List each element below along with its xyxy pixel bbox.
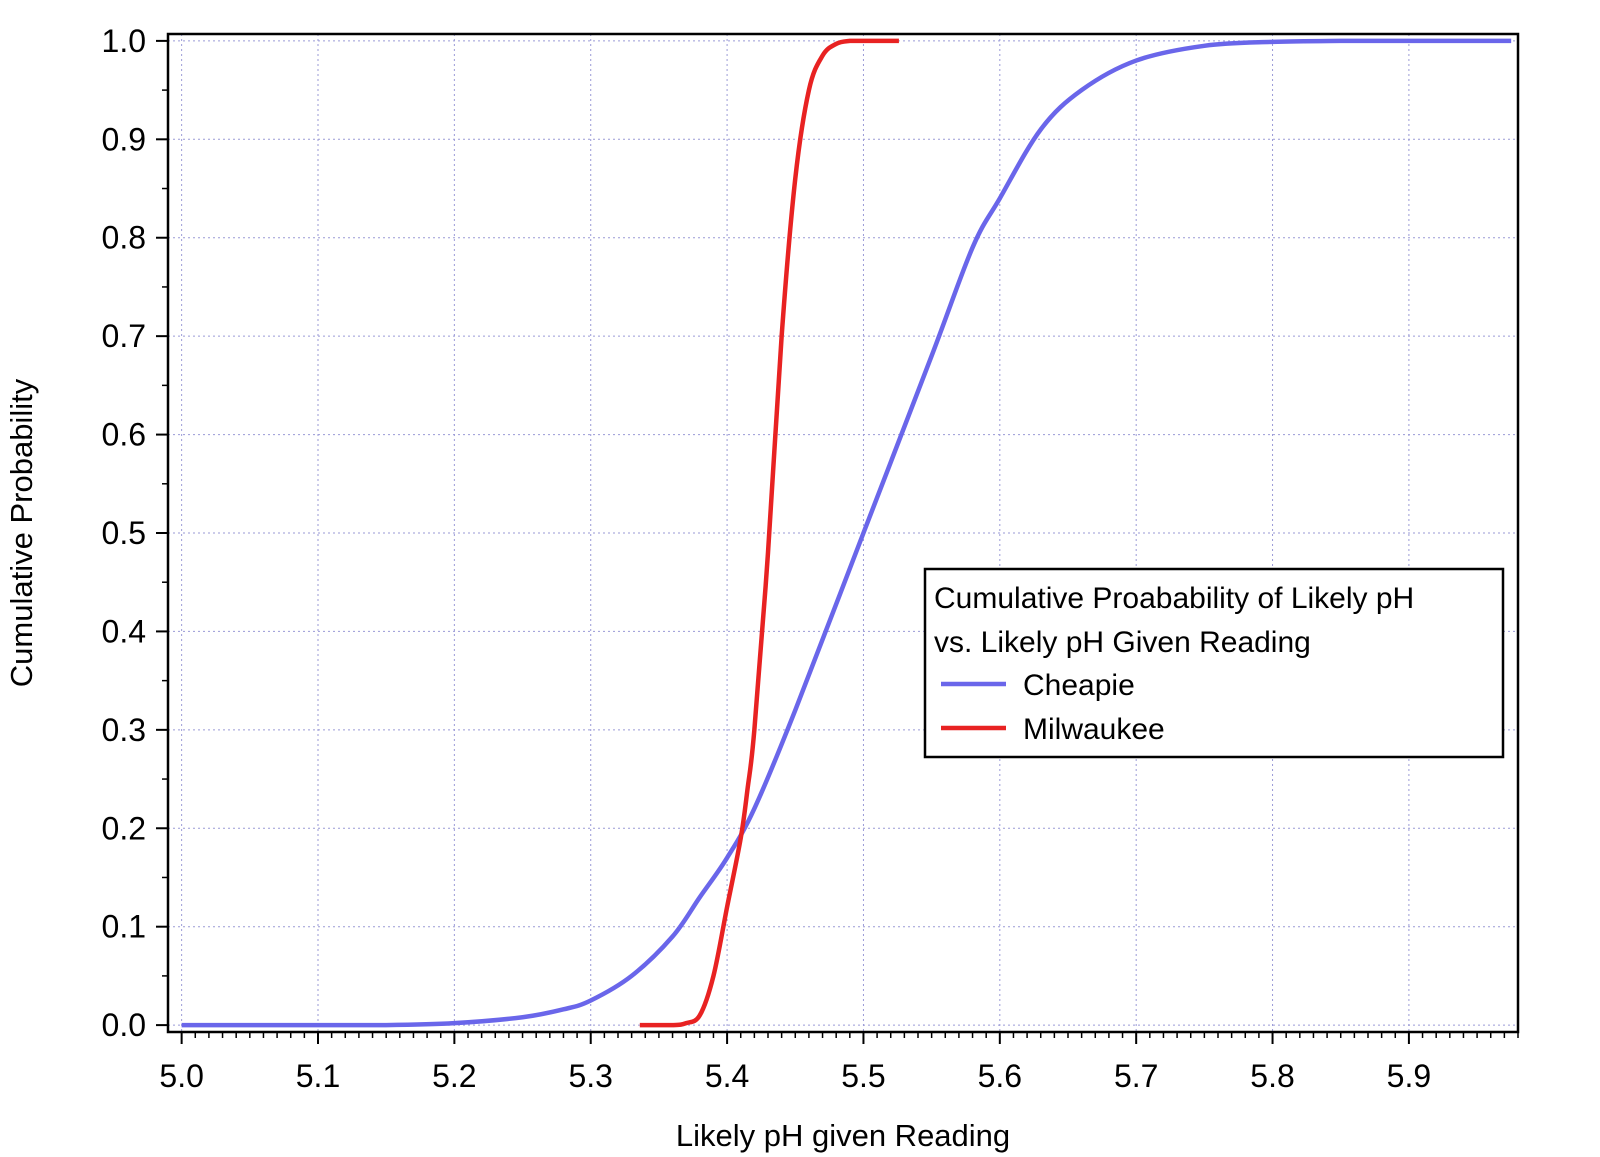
x-tick-label: 5.0 [159,1058,203,1094]
x-tick-label: 5.8 [1250,1058,1294,1094]
y-tick-label: 0.0 [102,1007,146,1043]
y-tick-label: 0.7 [102,318,146,354]
series-line-cheapie [181,38,1512,1028]
y-tick-label: 0.9 [102,121,146,157]
legend-title-line-1: Cumulative Proabability of Likely pH [934,582,1414,615]
y-tick-label: 1.0 [102,23,146,59]
x-tick-label: 5.7 [1114,1058,1158,1094]
x-axis-title: Likely pH given Reading [676,1118,1010,1153]
series-layer [181,38,1512,1028]
y-tick-label: 0.1 [102,909,146,945]
x-tick-label: 5.1 [296,1058,340,1094]
legend-title-line-2: vs. Likely pH Given Reading [934,626,1311,659]
series-line-milwaukee [639,38,899,1028]
x-tick-label: 5.9 [1387,1058,1431,1094]
axis-layer: 5.0 5.1 5.2 5.3 5.4 5.5 5.6 5.7 5.8 5.9 0.0 0.1 0.2 0… [102,23,1519,1094]
x-tick-label: 5.6 [978,1058,1022,1094]
y-tick-label: 0.5 [102,515,146,551]
x-tick-label: 5.4 [705,1058,749,1094]
y-tick-label: 0.3 [102,712,146,748]
legend-box [923,567,1505,759]
legend-label-milwaukee: Milwaukee [1023,713,1165,746]
legend-label-cheapie: Cheapie [1023,669,1135,702]
y-tick-label: 0.2 [102,810,146,846]
grid-layer [168,34,1518,1032]
legend: Cumulative Proabability of Likely pH vs.… [923,567,1505,759]
y-tick-label: 0.6 [102,417,146,453]
y-tick-label: 0.8 [102,220,146,256]
x-tick-label: 5.5 [841,1058,885,1094]
x-tick-label: 5.2 [432,1058,476,1094]
x-tick-label: 5.3 [568,1058,612,1094]
y-axis-title: Cumulative Probability [4,378,39,687]
y-tick-label: 0.4 [102,613,146,649]
